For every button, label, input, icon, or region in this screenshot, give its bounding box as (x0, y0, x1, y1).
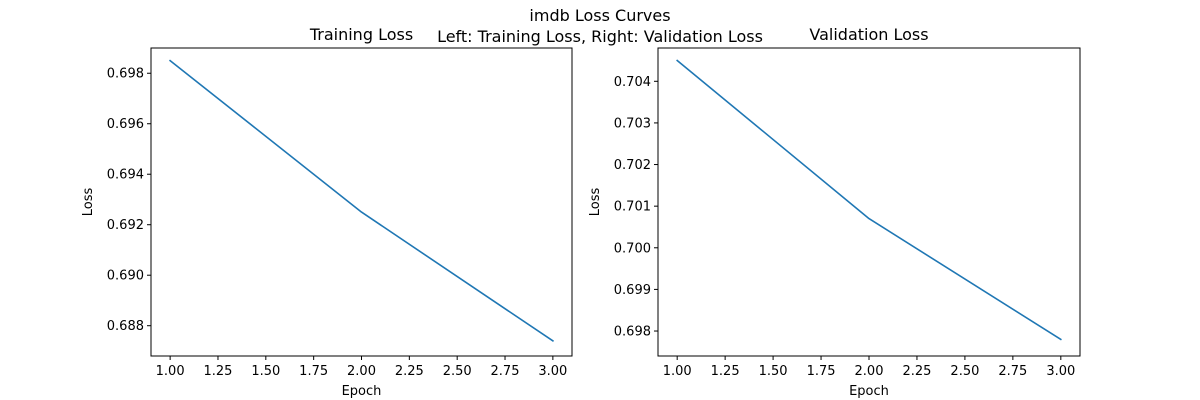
training-x-tick-label: 3.00 (538, 364, 567, 379)
training-y-tick-label: 0.698 (107, 67, 144, 82)
training-x-tick-label: 2.75 (491, 364, 520, 379)
figure-suptitle: imdb Loss Curves (529, 6, 671, 25)
training-y-tick-label: 0.690 (107, 269, 144, 284)
validation-y-tick-label: 0.699 (614, 283, 651, 298)
validation-x-tick-label: 1.25 (711, 364, 740, 379)
training-x-tick-label: 1.75 (299, 364, 328, 379)
validation-loss-line (676, 59, 1062, 341)
validation-x-tick-label: 1.75 (807, 364, 836, 379)
training-x-axis-label: Epoch (342, 384, 382, 399)
validation-y-tick-label: 0.701 (614, 200, 651, 215)
validation-y-tick-label: 0.703 (614, 116, 651, 131)
training-plot: 1.00 1.25 1.50 1.75 2.00 2.25 2.50 2.75 3.00 0.68… (81, 25, 573, 399)
validation-chart-title: Validation Loss (809, 25, 928, 44)
validation-y-tick-label: 0.702 (614, 158, 651, 173)
training-y-tick-label: 0.696 (107, 117, 144, 132)
validation-x-tick-label: 2.50 (950, 364, 979, 379)
validation-y-tick-label: 0.698 (614, 325, 651, 340)
training-y-axis-label: Loss (81, 188, 96, 217)
training-x-tick-label: 1.00 (156, 364, 185, 379)
training-x-tick-label: 2.50 (443, 364, 472, 379)
training-x-tick-label: 1.25 (204, 364, 233, 379)
validation-x-tick-label: 1.50 (759, 364, 788, 379)
validation-plot-frame (657, 47, 1081, 357)
training-chart-title: Training Loss (309, 25, 413, 44)
figure-subtitle: Left: Training Loss, Right: Validation L… (437, 27, 763, 46)
training-x-tick-label: 1.50 (251, 364, 280, 379)
validation-x-tick-label: 2.00 (855, 364, 884, 379)
training-y-tick-label: 0.688 (107, 319, 144, 334)
validation-y-tick-label: 0.700 (614, 241, 651, 256)
training-y-tick-label: 0.692 (107, 218, 144, 233)
validation-y-axis-label: Loss (588, 188, 603, 217)
validation-x-tick-label: 2.75 (998, 364, 1027, 379)
validation-x-tick-label: 3.00 (1046, 364, 1075, 379)
validation-x-axis-label: Epoch (849, 384, 889, 399)
training-x-tick-label: 2.25 (395, 364, 424, 379)
training-loss-line (168, 59, 555, 343)
training-plot-frame (150, 47, 573, 357)
validation-x-tick-label: 1.00 (663, 364, 692, 379)
training-y-tick-label: 0.694 (107, 168, 144, 183)
training-x-tick-label: 2.00 (347, 364, 376, 379)
validation-y-tick-label: 0.704 (614, 75, 651, 90)
validation-plot: 1.00 1.25 1.50 1.75 2.00 2.25 2.50 2.75 3.00 0.69… (588, 25, 1081, 399)
validation-x-tick-label: 2.25 (902, 364, 931, 379)
